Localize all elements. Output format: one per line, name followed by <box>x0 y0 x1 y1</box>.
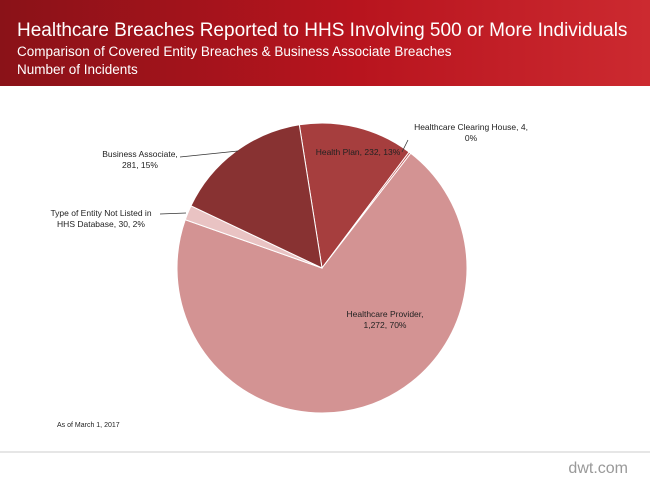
data-label: Healthcare Clearing House, 4, 0% <box>414 122 528 143</box>
leader-line <box>179 150 239 158</box>
data-label: Healthcare Provider, 1,272, 70% <box>346 309 424 330</box>
data-label: Business Associate, 281, 15% <box>102 149 178 170</box>
header-band: Healthcare Breaches Reported to HHS Invo… <box>0 0 650 86</box>
leader-line <box>401 139 409 153</box>
footnote: As of March 1, 2017 <box>57 422 120 429</box>
subtitle: Comparison of Covered Entity Breaches & … <box>17 44 452 59</box>
title: Healthcare Breaches Reported to HHS Invo… <box>17 20 628 41</box>
leader-line <box>159 212 187 215</box>
pie-slice <box>176 152 468 414</box>
pie <box>176 122 468 414</box>
data-label: Health Plan, 232, 13% <box>315 147 401 157</box>
subtitle: Number of Incidents <box>17 62 138 77</box>
data-label: Type of Entity Not Listed in HHS Databas… <box>50 208 152 229</box>
pie-slice <box>190 124 323 269</box>
brand: dwt.com <box>568 460 628 477</box>
